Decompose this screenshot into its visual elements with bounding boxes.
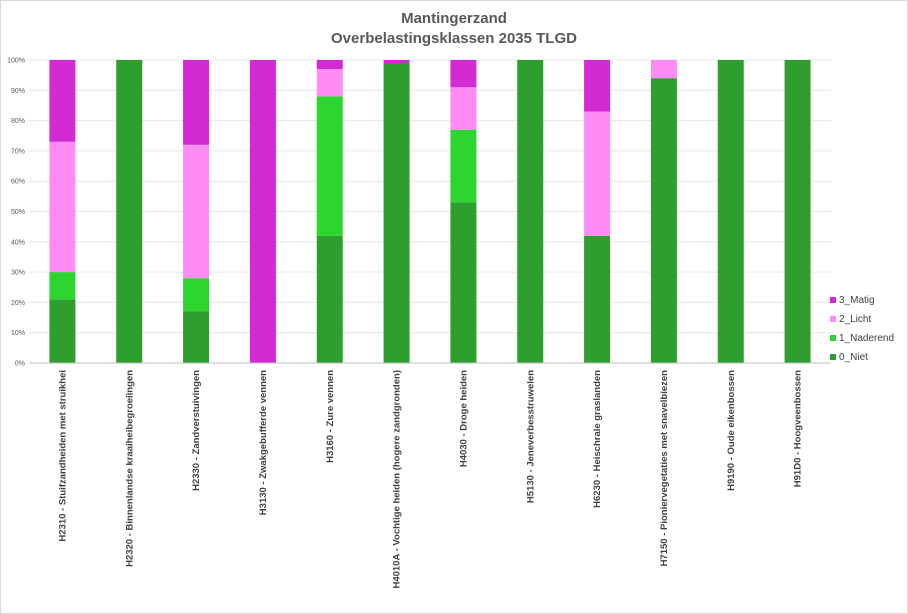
bar-segment-3-matig [249,60,276,363]
x-axis-category-labels: H2310 - Stuifzandheiden met struikhei H23… [57,370,803,589]
bar-segment-0-niet [450,202,477,363]
y-tick-label: 30% [11,270,25,277]
legend-label: 1_Naderend [839,333,894,344]
bar-segment-1-naderend [183,278,210,312]
y-tick-label: 60% [11,179,25,186]
bar-segment-2-licht [584,111,611,236]
bar-segment-1-naderend [316,96,343,236]
x-category-label: H3130 - Zwakgebufferde vennen [258,370,269,515]
bar-segment-0-niet [717,60,744,363]
legend-swatch-1-naderend [830,335,836,341]
y-tick-label: 80% [11,118,25,125]
bar-segment-0-niet [517,60,544,363]
bar-segment-0-niet [784,60,811,363]
legend-swatch-0-niet [830,354,836,360]
bar-segment-0-niet [383,63,410,363]
x-category-label: H6230 - Heischrale graslanden [592,370,603,508]
legend-swatch-3-matig [830,297,836,303]
legend-label: 3_Matig [839,295,875,306]
legend-label: 0_Niet [839,352,868,363]
gridlines [29,59,831,334]
bar-segment-0-niet [116,60,143,363]
bar-segment-0-niet [650,78,677,364]
chart-subtitle: Overbelastingsklassen 2035 TLGD [331,30,577,47]
y-tick-label: 50% [11,209,25,216]
bar-segment-0-niet [183,311,210,363]
bar-segment-2-licht [316,69,343,97]
y-tick-label: 40% [11,239,25,246]
x-category-label: H2330 - Zandverstuivingen [191,370,202,491]
y-tick-label: 0% [15,361,25,368]
x-category-label: H9190 - Oude eikenbossen [726,370,737,491]
y-tick-label: 90% [11,88,25,95]
x-category-label: H7150 - Pioniervegetaties met snavelbiez… [659,370,670,567]
x-category-label: H4030 - Droge heiden [458,370,469,467]
x-category-label: H5130 - Jeneverbesstruwelen [525,370,536,503]
x-category-label: H4010A - Vochtige heiden (hogere zandgro… [392,370,403,589]
bar-segment-3-matig [316,60,343,70]
bar-segment-0-niet [49,299,76,363]
y-axis-tick-labels: 0% 10% 20% 30% 40% 50% 60% 70% 80% 90% 100% [7,58,25,368]
bar-segment-3-matig [183,60,210,145]
bar-segment-2-licht [650,60,677,79]
y-tick-label: 100% [7,58,25,65]
legend-label: 2_Licht [839,314,871,325]
bar-segment-2-licht [49,141,76,273]
bar-segment-3-matig [49,60,76,142]
y-tick-label: 20% [11,300,25,307]
chart-title: Mantingerzand [401,10,507,27]
bar-segment-3-matig [383,60,410,64]
bar-segment-3-matig [450,60,477,88]
bar-segment-0-niet [584,235,611,363]
bar-segment-1-naderend [49,272,76,300]
bar-segment-1-naderend [450,129,477,203]
bar-segment-3-matig [584,60,611,112]
y-tick-label: 70% [11,148,25,155]
x-category-label: H2320 - Binnenlandse kraaiheibegroeiinge… [124,370,135,567]
x-category-label: H3160 - Zure vennen [325,370,336,463]
x-category-label: H2310 - Stuifzandheiden met struikhei [57,370,68,542]
bars [49,60,811,364]
bar-segment-2-licht [183,144,210,279]
legend: 3_Matig 2_Licht 1_Naderend 0_Niet [830,295,894,363]
y-tick-label: 10% [11,330,25,337]
x-category-label: H91D0 - Hoogveenbossen [793,370,804,487]
bar-segment-2-licht [450,87,477,130]
legend-swatch-2-licht [830,316,836,322]
bar-segment-0-niet [316,235,343,363]
